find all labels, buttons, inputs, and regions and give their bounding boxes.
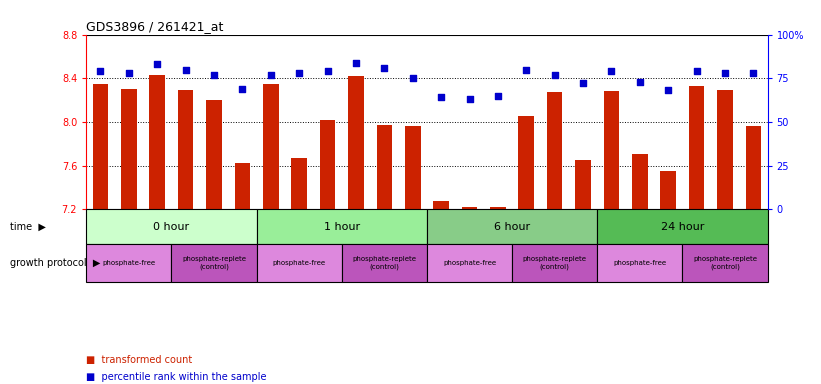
Point (548, 72, 562, 78)
Text: phosphate-replete
(control): phosphate-replete (control) (693, 256, 757, 270)
Bar (263, 84, 278, 209)
Point (122, 70, 135, 76)
Text: phosphate-free: phosphate-free (103, 260, 155, 266)
Point (350, 60, 363, 66)
Point (633, 79, 646, 85)
Bar (598, 209, 768, 244)
Bar (427, 209, 598, 244)
Bar (93, 84, 108, 209)
Text: 0 hour: 0 hour (154, 222, 190, 232)
Text: ■  percentile rank within the sample: ■ percentile rank within the sample (86, 372, 267, 382)
Bar (490, 207, 506, 209)
Point (690, 68, 704, 74)
Text: ■  transformed count: ■ transformed count (86, 355, 192, 365)
Point (434, 94, 447, 101)
Bar (206, 100, 222, 209)
Bar (235, 164, 250, 209)
Text: phosphate-free: phosphate-free (273, 260, 326, 266)
Bar (256, 244, 342, 282)
Point (747, 70, 760, 76)
Bar (660, 171, 676, 209)
Bar (682, 244, 768, 282)
Text: 24 hour: 24 hour (661, 222, 704, 232)
Point (150, 61, 163, 67)
Bar (86, 244, 172, 282)
Bar (348, 76, 364, 209)
Text: phosphate-replete
(control): phosphate-replete (control) (182, 256, 246, 270)
Bar (547, 93, 562, 209)
Point (605, 68, 618, 74)
Bar (377, 125, 392, 209)
Bar (149, 75, 165, 209)
Text: phosphate-replete
(control): phosphate-replete (control) (352, 256, 416, 270)
Text: phosphate-replete
(control): phosphate-replete (control) (523, 256, 587, 270)
Bar (745, 126, 761, 209)
Bar (512, 244, 598, 282)
Bar (178, 90, 194, 209)
Point (520, 66, 533, 73)
Bar (433, 200, 449, 209)
Text: 6 hour: 6 hour (494, 222, 530, 232)
Point (94, 68, 107, 74)
Text: time  ▶: time ▶ (10, 222, 45, 232)
Bar (603, 91, 619, 209)
Bar (256, 209, 427, 244)
Bar (718, 90, 733, 209)
Point (718, 70, 732, 76)
Bar (172, 244, 256, 282)
Point (264, 72, 277, 78)
Text: GDS3896 / 261421_at: GDS3896 / 261421_at (86, 20, 223, 33)
Point (321, 68, 334, 74)
Point (378, 65, 391, 71)
Text: growth protocol  ▶: growth protocol ▶ (10, 258, 100, 268)
Bar (427, 244, 512, 282)
Point (406, 75, 420, 81)
Point (236, 86, 249, 92)
Bar (86, 209, 256, 244)
Point (208, 72, 221, 78)
Point (292, 70, 305, 76)
Bar (598, 244, 682, 282)
Bar (461, 207, 477, 209)
Text: phosphate-free: phosphate-free (613, 260, 667, 266)
Point (463, 96, 476, 102)
Bar (121, 89, 136, 209)
Bar (689, 86, 704, 209)
Point (491, 93, 504, 99)
Bar (319, 120, 335, 209)
Text: 1 hour: 1 hour (323, 222, 360, 232)
Bar (342, 244, 427, 282)
Text: phosphate-free: phosphate-free (443, 260, 496, 266)
Bar (632, 154, 648, 209)
Point (576, 80, 589, 86)
Bar (519, 116, 534, 209)
Point (662, 88, 675, 94)
Point (179, 66, 192, 73)
Bar (405, 126, 420, 209)
Bar (291, 158, 307, 209)
Bar (576, 160, 591, 209)
